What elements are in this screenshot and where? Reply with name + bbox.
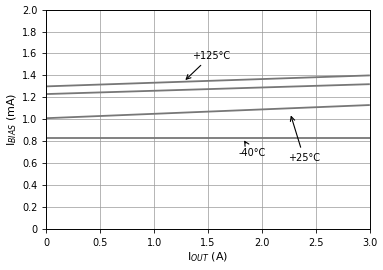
Text: +125°C: +125°C [186,51,230,79]
Y-axis label: I$_{BIAS}$ (mA): I$_{BIAS}$ (mA) [6,93,19,146]
X-axis label: I$_{OUT}$ (A): I$_{OUT}$ (A) [188,251,229,264]
Text: +25°C: +25°C [288,117,320,163]
Text: -40°C: -40°C [238,141,265,158]
